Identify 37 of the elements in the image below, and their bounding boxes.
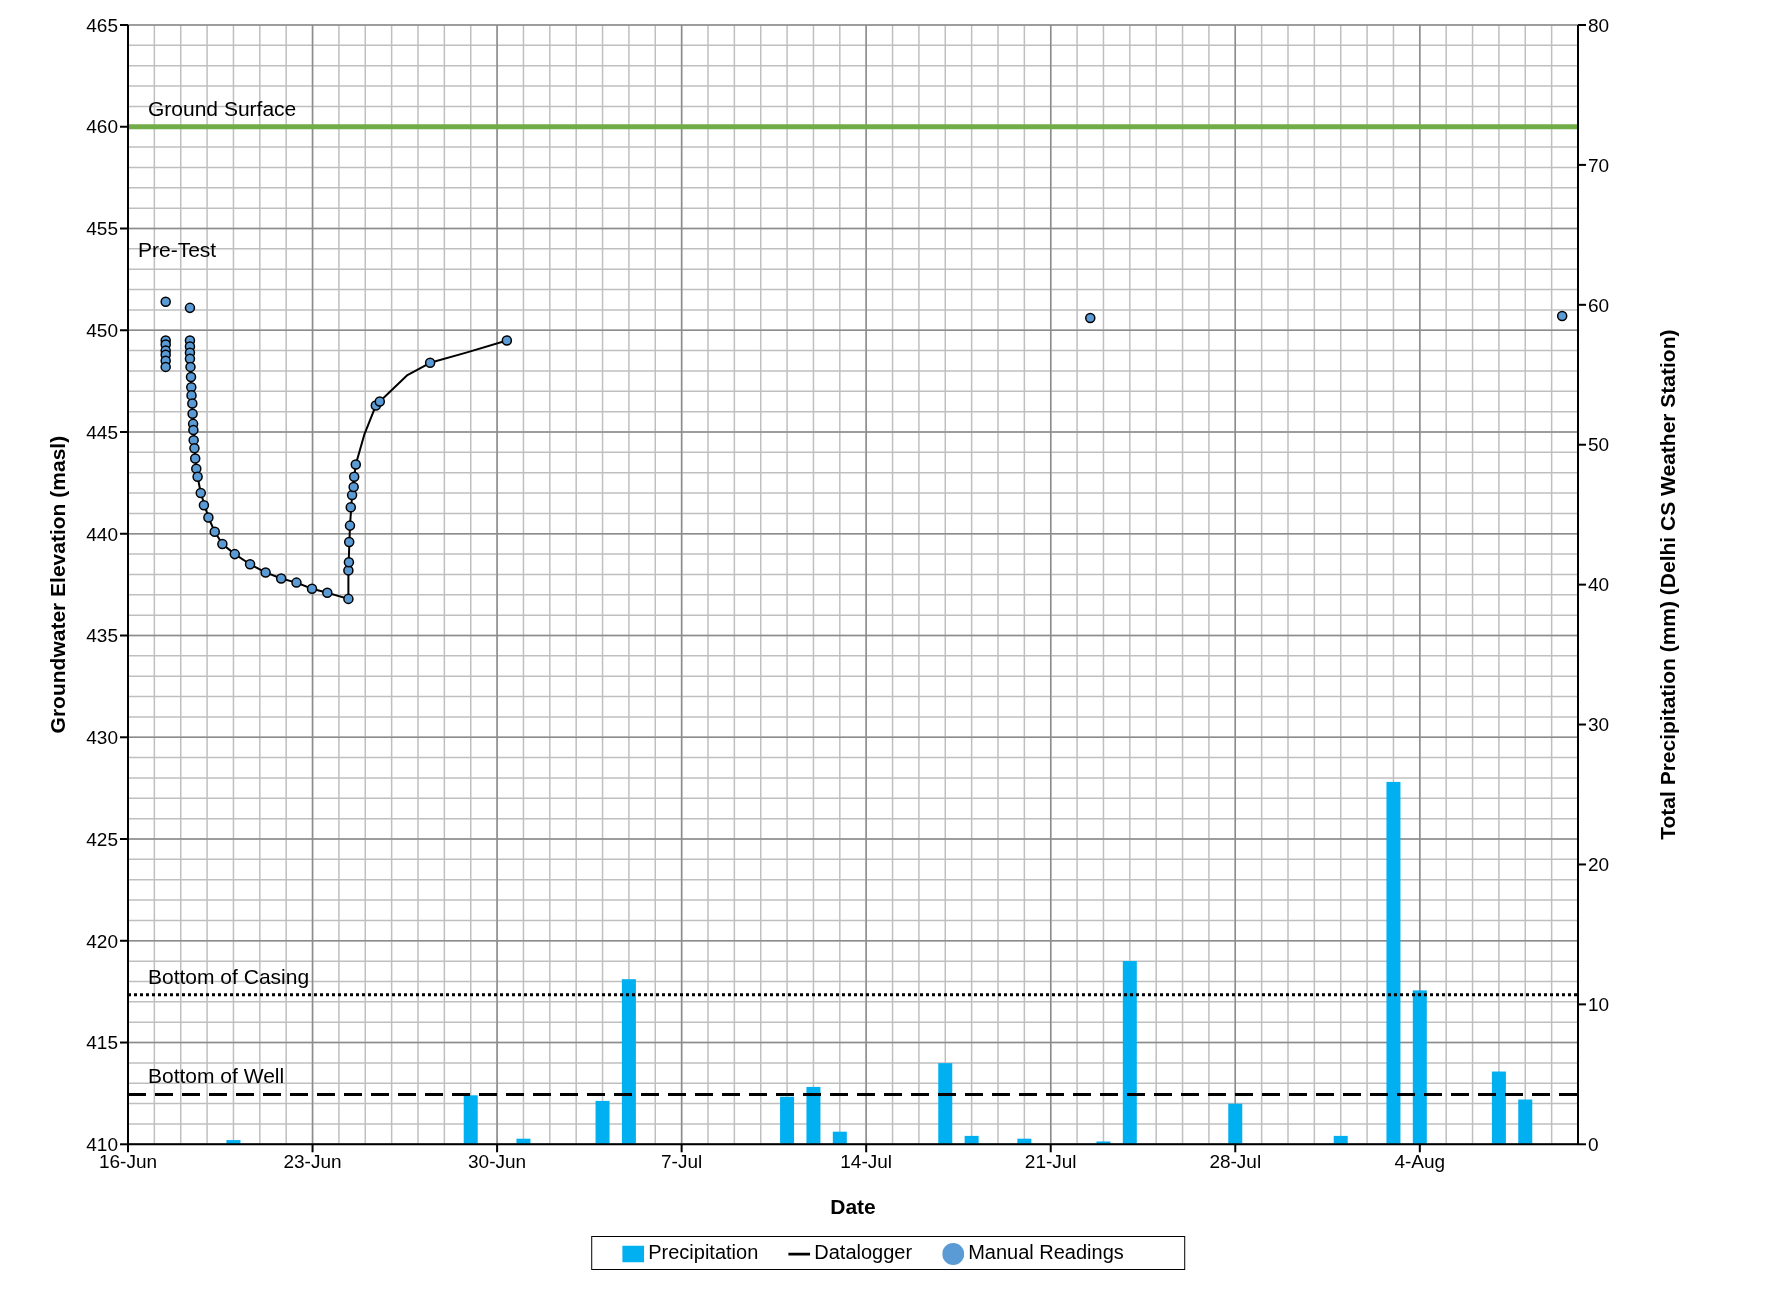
y2-tick-label: 60	[1588, 294, 1610, 316]
y-tick-label: 430	[86, 727, 118, 749]
ref-line-label: Ground Surface	[148, 96, 297, 120]
y2-tick-label: 40	[1588, 574, 1610, 596]
x-tick-label: 30-Jun	[468, 1150, 527, 1172]
x-tick-label: 21-Jul	[1024, 1150, 1077, 1172]
y-tick-label: 435	[86, 625, 118, 647]
x-tick-label: 7-Jul	[661, 1150, 703, 1172]
x-tick-label: 14-Jul	[840, 1150, 893, 1172]
legend-label: Manual Readings	[968, 1241, 1124, 1264]
y-tick-label: 450	[86, 320, 118, 341]
y-axis-title: Groundwater Elevation (masl)	[46, 435, 70, 734]
x-axis-title: Date	[830, 1195, 876, 1219]
y2-tick-label: 20	[1588, 854, 1610, 876]
y-tick-label: 460	[86, 116, 118, 138]
y2-tick-label: 80	[1588, 14, 1610, 36]
y2-tick-label: 0	[1588, 1134, 1599, 1156]
x-tick-label: 28-Jul	[1209, 1150, 1262, 1172]
y-tick-label: 455	[86, 218, 118, 240]
x-tick-label: 4-Aug	[1394, 1150, 1446, 1172]
y-tick-label: 420	[86, 930, 118, 952]
annotation: Pre-Test	[138, 238, 217, 262]
y2-tick-label: 50	[1588, 434, 1610, 456]
y2-tick-label: 30	[1588, 714, 1610, 736]
legend-label: Precipitation	[648, 1241, 759, 1264]
y-tick-label: 465	[86, 14, 118, 36]
x-tick-label: 23-Jun	[283, 1150, 342, 1172]
y-tick-label: 440	[86, 523, 118, 545]
y2-tick-label: 70	[1588, 154, 1610, 176]
y2-axis-title: Total Precipitation (mm) (Delhi CS Weather Station)	[1656, 329, 1680, 840]
y-tick-label: 415	[86, 1032, 118, 1054]
ref-line-label: Bottom of Well	[148, 1064, 285, 1088]
y2-tick-label: 10	[1588, 994, 1610, 1016]
legend-label: Datalogger	[814, 1241, 913, 1264]
y-tick-label: 445	[86, 421, 118, 443]
ref-line-label: Bottom of Casing	[148, 964, 310, 988]
y-tick-label: 425	[86, 828, 118, 850]
